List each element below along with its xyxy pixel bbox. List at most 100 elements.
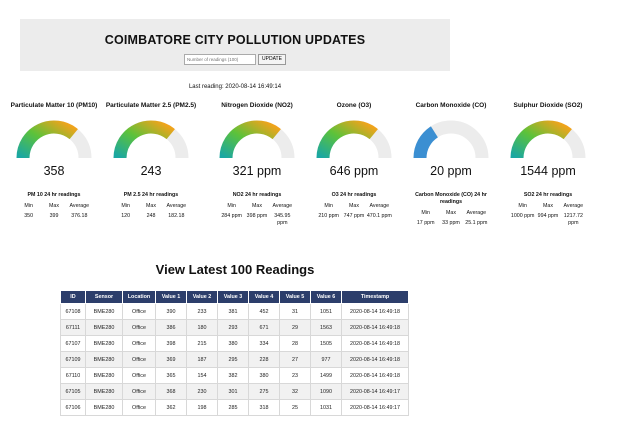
readings-summary: PM 10 24 hr readings Min Max Average 350… — [8, 192, 100, 220]
table-cell: 27 — [279, 351, 311, 368]
max-value: 33 ppm — [442, 220, 460, 226]
max-value: 248 — [146, 213, 156, 219]
readings-title: SO2 24 hr readings — [523, 192, 573, 198]
readings-grid: Min Max Average 284 ppm 398 ppm 345.95 p… — [219, 203, 295, 227]
min-value: 17 ppm — [416, 220, 435, 226]
gauge-meter — [413, 120, 489, 159]
gauge-fill — [510, 120, 572, 159]
table-cell: 380 — [248, 367, 280, 384]
table-cell: Office — [122, 367, 156, 384]
column-header: Sensor — [85, 290, 123, 304]
readings-summary: SO2 24 hr readings Min Max Average 1000 … — [502, 192, 594, 227]
average-value: 182.18 — [168, 213, 185, 219]
table-cell: 2020-08-14 16:49:18 — [341, 351, 409, 368]
column-header: Value 1 — [155, 290, 187, 304]
gauge-card: Ozone (O3) 646 ppm O3 24 hr readings Min… — [308, 102, 400, 220]
readings-grid: Min Max Average 350 399 376.18 — [16, 203, 92, 220]
readings-summary: PM 2.5 24 hr readings Min Max Average 12… — [105, 192, 197, 220]
table-cell: 398 — [155, 335, 187, 352]
gauge-fill — [413, 126, 439, 159]
header-panel: COIMBATORE CITY POLLUTION UPDATES UPDATE — [20, 19, 450, 71]
table-row: 67106 BME280 Office 362 198 285 318 25 1031 2020-… — [60, 399, 409, 416]
table-cell: Office — [122, 399, 156, 416]
gauge-value: 646 ppm — [329, 164, 379, 178]
table-cell: 2020-08-14 16:49:18 — [341, 367, 409, 384]
min-label: Min — [518, 203, 527, 209]
gauge-fill — [113, 120, 175, 159]
table-body: 67108 BME280 Office 390 233 381 452 31 1051 2020-… — [60, 303, 409, 416]
table-cell: BME280 — [85, 335, 123, 352]
table-cell: 67110 — [60, 367, 86, 384]
table-cell: BME280 — [85, 351, 123, 368]
column-header: Location — [122, 290, 156, 304]
table-cell: BME280 — [85, 399, 123, 416]
gauge-title: Particulate Matter 2.5 (PM2.5) — [105, 102, 197, 109]
readings-summary: O3 24 hr readings Min Max Average 210 pp… — [308, 192, 400, 220]
table-cell: 368 — [155, 383, 187, 400]
update-button[interactable]: UPDATE — [258, 54, 286, 65]
table-cell: 380 — [217, 335, 249, 352]
max-label: Max — [348, 203, 359, 209]
column-header: Timestamp — [341, 290, 409, 304]
table-cell: 180 — [186, 319, 218, 336]
table-cell: 67105 — [60, 383, 86, 400]
average-label: Average — [369, 203, 390, 209]
gauge-card: Particulate Matter 10 (PM10) 358 PM 10 2… — [8, 102, 100, 220]
min-value: 284 ppm — [221, 213, 242, 219]
table-cell: 2020-08-14 16:49:18 — [341, 335, 409, 352]
gauge-meter — [316, 120, 392, 159]
average-label: Average — [272, 203, 293, 209]
table-cell: 67108 — [60, 303, 86, 320]
min-value: 210 ppm — [318, 213, 339, 219]
gauge-value: 243 — [140, 164, 162, 178]
table-cell: 31 — [279, 303, 311, 320]
column-header: Value 2 — [186, 290, 218, 304]
table-cell: 382 — [217, 367, 249, 384]
readings-count-input[interactable] — [184, 54, 257, 65]
readings-grid: Min Max Average 17 ppm 33 ppm 25.1 ppm — [413, 210, 489, 227]
table-cell: 154 — [186, 367, 218, 384]
gauge-meter — [219, 120, 295, 159]
table-cell: 1031 — [310, 399, 342, 416]
average-label: Average — [166, 203, 187, 209]
table-row: 67107 BME280 Office 398 215 380 334 28 1505 2020-… — [60, 335, 409, 352]
table-cell: 293 — [217, 319, 249, 336]
table-cell: 228 — [248, 351, 280, 368]
readings-title: Carbon Monoxide (CO) 24 hr readings — [415, 192, 487, 205]
min-label: Min — [24, 203, 33, 209]
table-cell: 29 — [279, 319, 311, 336]
readings-summary: Carbon Monoxide (CO) 24 hr readings Min … — [405, 192, 497, 227]
average-value: 25.1 ppm — [465, 220, 488, 226]
table-cell: 2020-08-14 16:49:18 — [341, 319, 409, 336]
table-cell: 381 — [217, 303, 249, 320]
average-label: Average — [563, 203, 584, 209]
readings-grid: Min Max Average 1000 ppm 994 ppm 1217.72… — [510, 203, 586, 227]
table-cell: 67109 — [60, 351, 86, 368]
column-header: Value 3 — [217, 290, 249, 304]
table-cell: 285 — [217, 399, 249, 416]
table-cell: 369 — [155, 351, 187, 368]
table-cell: Office — [122, 383, 156, 400]
table-cell: 198 — [186, 399, 218, 416]
gauge-card: Nitrogen Dioxide (NO2) 321 ppm NO2 24 hr… — [211, 102, 303, 227]
last-reading-text: Last reading: 2020-08-14 16:49:14 — [188, 84, 282, 90]
table-cell: 365 — [155, 367, 187, 384]
readings-title: PM 2.5 24 hr readings — [123, 192, 179, 198]
gauge-fill — [219, 120, 281, 159]
table-cell: 32 — [279, 383, 311, 400]
gauge-title: Carbon Monoxide (CO) — [415, 102, 487, 109]
gauge-value: 358 — [43, 164, 65, 178]
min-value: 120 — [121, 213, 131, 219]
max-label: Max — [542, 203, 553, 209]
table-cell: 67107 — [60, 335, 86, 352]
column-header: Value 5 — [279, 290, 311, 304]
table-cell: 67111 — [60, 319, 86, 336]
table-cell: BME280 — [85, 367, 123, 384]
table-cell: 1051 — [310, 303, 342, 320]
min-label: Min — [324, 203, 333, 209]
table-cell: BME280 — [85, 303, 123, 320]
gauge-title: Sulphur Dioxide (SO2) — [513, 102, 583, 109]
table-cell: 362 — [155, 399, 187, 416]
min-value: 1000 ppm — [510, 213, 535, 219]
gauge-card: Particulate Matter 2.5 (PM2.5) 243 PM 2.… — [105, 102, 197, 220]
